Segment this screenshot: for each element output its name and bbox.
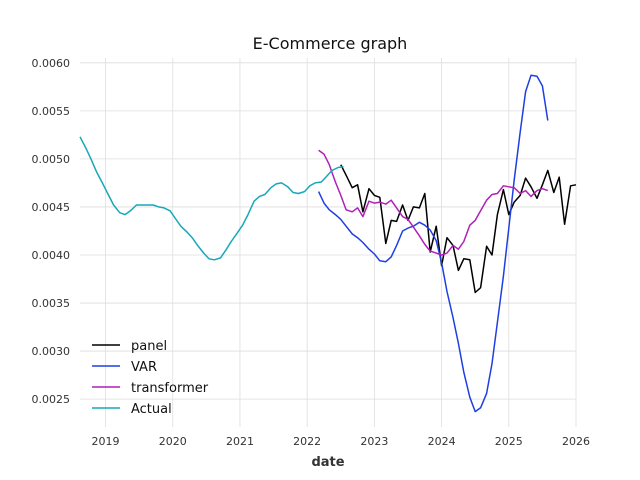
x-tick-label: 2021	[226, 435, 254, 448]
series-line-panel	[340, 164, 577, 294]
x-tick-label: 2026	[562, 435, 590, 448]
series-lines	[79, 74, 577, 413]
x-tick-label: 2024	[428, 435, 456, 448]
x-tick-label: 2019	[92, 435, 120, 448]
legend-label: transformer	[131, 381, 209, 396]
legend-label: panel	[131, 339, 167, 354]
x-tick-label: 2025	[495, 435, 523, 448]
legend-label: Actual	[131, 402, 172, 417]
y-tick-label: 0.0025	[32, 393, 71, 406]
x-axis-label: date	[311, 455, 344, 470]
y-tick-label: 0.0045	[32, 201, 71, 214]
legend: panel VAR transformer Actual	[92, 339, 209, 417]
x-tick-label: 2022	[293, 435, 321, 448]
chart-title: E-Commerce graph	[253, 34, 408, 53]
x-tick-label: 2020	[159, 435, 187, 448]
y-tick-label: 0.0050	[32, 153, 71, 166]
x-tick-label: 2023	[360, 435, 388, 448]
y-axis-ticks: 0.0025 0.0030 0.0035 0.0040 0.0045 0.0050 0.00…	[32, 57, 71, 406]
y-tick-label: 0.0060	[32, 57, 71, 70]
grid	[80, 58, 577, 427]
x-axis-ticks: 2019 2020 2021 2022 2023 2024 2025 2026	[92, 435, 590, 448]
legend-label: VAR	[131, 360, 157, 375]
series-line-actual	[79, 136, 344, 261]
y-tick-label: 0.0040	[32, 249, 71, 262]
series-line-var	[317, 74, 549, 413]
series-line-transformer	[318, 149, 549, 256]
y-tick-label: 0.0055	[32, 105, 71, 118]
y-tick-label: 0.0035	[32, 297, 71, 310]
y-tick-label: 0.0030	[32, 345, 71, 358]
